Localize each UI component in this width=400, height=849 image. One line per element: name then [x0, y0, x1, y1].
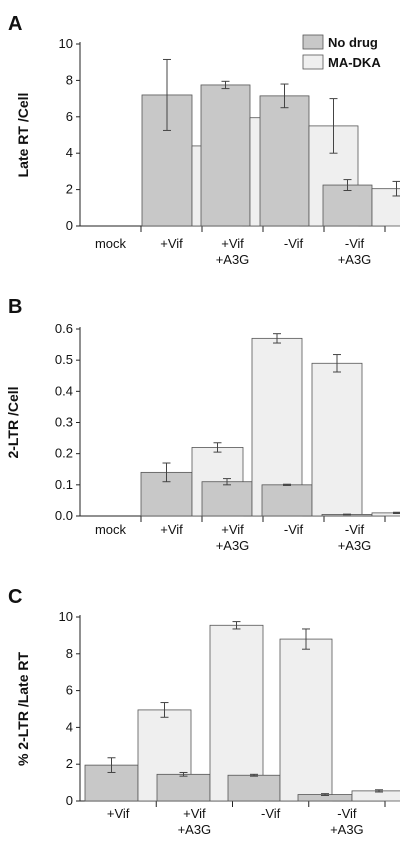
panel-b-bar: [311, 362, 363, 517]
panel-c-y-tick-label: 4: [66, 719, 73, 734]
panel-b-category-label: +A3G: [216, 538, 250, 553]
panel-a-category-label: +Vif: [160, 236, 183, 251]
panel-a-category-label: mock: [95, 236, 127, 251]
panel-b-category-label: +Vif: [221, 522, 244, 537]
panel-a-category-label: -Vif: [345, 236, 365, 251]
panel-b-y-tick-label: 0.6: [55, 321, 73, 336]
panel-a-y-tick-label: 4: [66, 145, 73, 160]
panel-a-category-label: +Vif: [221, 236, 244, 251]
panel-c-bar: [227, 774, 281, 802]
panel-a-y-axis-label: Late RT /Cell: [15, 93, 31, 178]
panel-a-letter: A: [8, 13, 22, 35]
panel-b-y-tick-label: 0.4: [55, 383, 73, 398]
panel-c-y-tick-label: 2: [66, 756, 73, 771]
panel-c-y-tick-label: 0: [66, 793, 73, 808]
panel-b-category-label: +A3G: [338, 538, 372, 553]
panel-c-y-tick-label: 8: [66, 646, 73, 661]
panel-c-category-label: +A3G: [178, 822, 212, 837]
panel-c-category-label: +A3G: [330, 822, 364, 837]
panel-c-bar: [156, 773, 211, 802]
panel-b-y-tick-label: 0.2: [55, 446, 73, 461]
panel-b-category-label: -Vif: [345, 522, 365, 537]
panel-c-bar: [209, 624, 264, 802]
panel-a-category-label: -Vif: [284, 236, 304, 251]
panel-a-category-label: +A3G: [338, 252, 372, 267]
panel-b-category-label: +Vif: [160, 522, 183, 537]
panel-a-category-label: +A3G: [216, 252, 250, 267]
panel-a-bar: [200, 84, 251, 227]
panel-a-y-tick-label: 6: [66, 109, 73, 124]
panel-c-category-label: -Vif: [261, 806, 281, 821]
panel-a-y-tick-label: 10: [59, 36, 73, 51]
panel-b-letter: B: [8, 296, 22, 318]
panel-b-category-label: -Vif: [284, 522, 304, 537]
panel-c-y-tick-label: 6: [66, 683, 73, 698]
panel-a-legend-swatch: [302, 34, 324, 50]
panel-a-y-tick-label: 2: [66, 182, 73, 197]
panel-b-y-axis-label: 2-LTR /Cell: [5, 386, 21, 458]
panel-c-letter: C: [8, 586, 22, 608]
panel-c-category-label: +Vif: [107, 806, 130, 821]
panel-a-legend-swatch: [302, 54, 324, 70]
panel-a-y-tick-label: 8: [66, 72, 73, 87]
panel-a-bar: [371, 188, 400, 227]
panel-b-y-tick-label: 0.5: [55, 352, 73, 367]
panel-a-y-tick-label: 0: [66, 218, 73, 233]
panel-a-legend-label: No drug: [328, 35, 378, 50]
panel-b-bar: [201, 481, 253, 517]
panel-c-bar: [279, 638, 333, 802]
panel-a-legend-label: MA-DKA: [328, 55, 381, 70]
panel-a-bar: [259, 95, 310, 227]
panel-b-category-label: mock: [95, 522, 127, 537]
panel-c-y-tick-label: 10: [59, 609, 73, 624]
panel-c-category-label: -Vif: [337, 806, 357, 821]
panel-b-y-tick-label: 0.0: [55, 508, 73, 523]
panel-b-bar: [261, 484, 313, 517]
panel-c-y-axis-label: % 2-LTR /Late RT: [15, 652, 31, 767]
panel-a-bar: [322, 184, 373, 227]
panel-b-y-tick-label: 0.3: [55, 415, 73, 430]
panel-c-category-label: +Vif: [183, 806, 206, 821]
panel-b-y-tick-label: 0.1: [55, 477, 73, 492]
